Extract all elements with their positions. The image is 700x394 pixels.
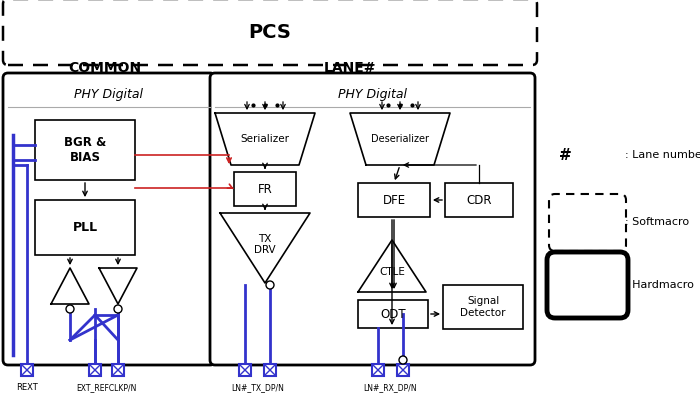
Bar (89, 364, 101, 376)
Text: DFE: DFE (382, 193, 405, 206)
Bar (35, 120, 135, 180)
Text: FR: FR (258, 182, 272, 195)
Text: PHY Digital: PHY Digital (338, 87, 407, 100)
Bar (358, 183, 430, 217)
Text: LN#_TX_DP/N: LN#_TX_DP/N (231, 383, 284, 392)
Text: : Softmacro: : Softmacro (625, 217, 689, 227)
Polygon shape (220, 213, 310, 283)
Text: PHY Digital: PHY Digital (74, 87, 144, 100)
Text: : Hardmacro: : Hardmacro (625, 280, 694, 290)
Bar (239, 364, 251, 376)
Polygon shape (215, 113, 315, 165)
Bar (397, 364, 409, 376)
Text: BGR &
BIAS: BGR & BIAS (64, 136, 106, 164)
FancyBboxPatch shape (549, 194, 626, 251)
FancyBboxPatch shape (3, 0, 537, 65)
Bar (234, 172, 296, 206)
Circle shape (399, 356, 407, 364)
Bar (358, 300, 428, 328)
Text: Deserializer: Deserializer (371, 134, 429, 144)
Text: COMMON: COMMON (69, 61, 141, 75)
Circle shape (66, 305, 74, 313)
Bar (112, 364, 124, 376)
Text: #: # (559, 147, 571, 162)
Polygon shape (358, 240, 426, 292)
Text: Signal
Detector: Signal Detector (461, 296, 505, 318)
Bar (443, 285, 523, 329)
FancyBboxPatch shape (3, 73, 215, 365)
Circle shape (266, 281, 274, 289)
FancyBboxPatch shape (547, 252, 628, 318)
FancyBboxPatch shape (210, 73, 535, 365)
Text: LANE#: LANE# (323, 61, 377, 75)
Text: LN#_RX_DP/N: LN#_RX_DP/N (364, 383, 417, 392)
Bar (372, 364, 384, 376)
Bar (21, 364, 33, 376)
Bar (35, 200, 135, 255)
Text: Serializer: Serializer (241, 134, 290, 144)
Text: PCS: PCS (248, 22, 291, 41)
Text: TX
DRV: TX DRV (254, 234, 276, 255)
Text: CDR: CDR (466, 193, 491, 206)
Circle shape (114, 305, 122, 313)
Text: PLL: PLL (72, 221, 97, 234)
Text: ODT: ODT (380, 307, 406, 320)
Text: : Lane number: : Lane number (625, 150, 700, 160)
Text: CTLE: CTLE (379, 267, 405, 277)
Text: REXT: REXT (16, 383, 38, 392)
Text: EXT_REFCLKP/N: EXT_REFCLKP/N (76, 383, 136, 392)
Polygon shape (350, 113, 450, 165)
Polygon shape (99, 268, 137, 304)
Polygon shape (51, 268, 89, 304)
Bar (264, 364, 276, 376)
Bar (445, 183, 513, 217)
